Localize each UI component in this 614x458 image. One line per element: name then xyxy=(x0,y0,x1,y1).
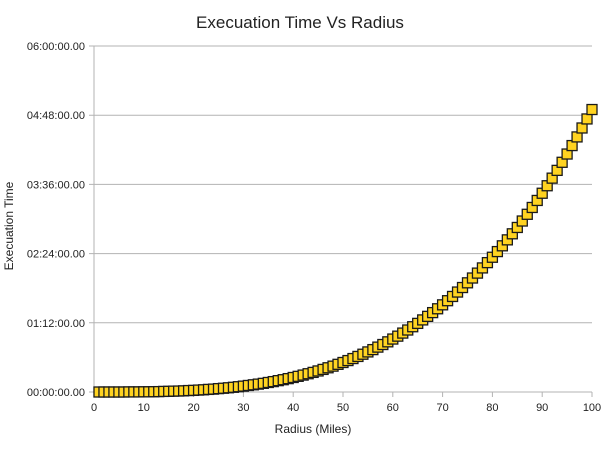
data-point xyxy=(586,103,598,116)
tick-labels: 00:00:00.00 01:12:00.00 02:24:00.00 03:36:0… xyxy=(27,41,601,414)
y-tick-label: 01:12:00.00 xyxy=(27,318,85,330)
x-tick-label: 20 xyxy=(187,402,199,414)
y-tick-label: 03:36:00.00 xyxy=(27,179,85,191)
gridlines xyxy=(89,45,592,393)
y-tick-label: 00:00:00.00 xyxy=(27,387,85,399)
y-axis-label: Execuation Time xyxy=(2,181,16,270)
x-axis-label: Radius (Miles) xyxy=(275,422,352,436)
x-tick-label: 80 xyxy=(486,402,498,414)
y-tick-label: 02:24:00.00 xyxy=(27,249,85,261)
x-tick-label: 40 xyxy=(287,402,299,414)
y-tick-label: 06:00:00.00 xyxy=(27,41,85,53)
x-tick-label: 70 xyxy=(436,402,448,414)
x-tick-label: 30 xyxy=(237,402,249,414)
y-tick-label: 04:48:00.00 xyxy=(27,110,85,122)
chart-title: Execuation Time Vs Radius xyxy=(196,13,404,32)
x-tick-label: 10 xyxy=(138,402,150,414)
x-tick-label: 0 xyxy=(91,402,97,414)
x-tick-label: 50 xyxy=(337,402,349,414)
data-points xyxy=(93,103,598,398)
x-tick-label: 90 xyxy=(536,402,548,414)
x-tick-label: 60 xyxy=(387,402,399,414)
data-point xyxy=(581,113,593,125)
x-tick-label: 100 xyxy=(583,402,601,414)
